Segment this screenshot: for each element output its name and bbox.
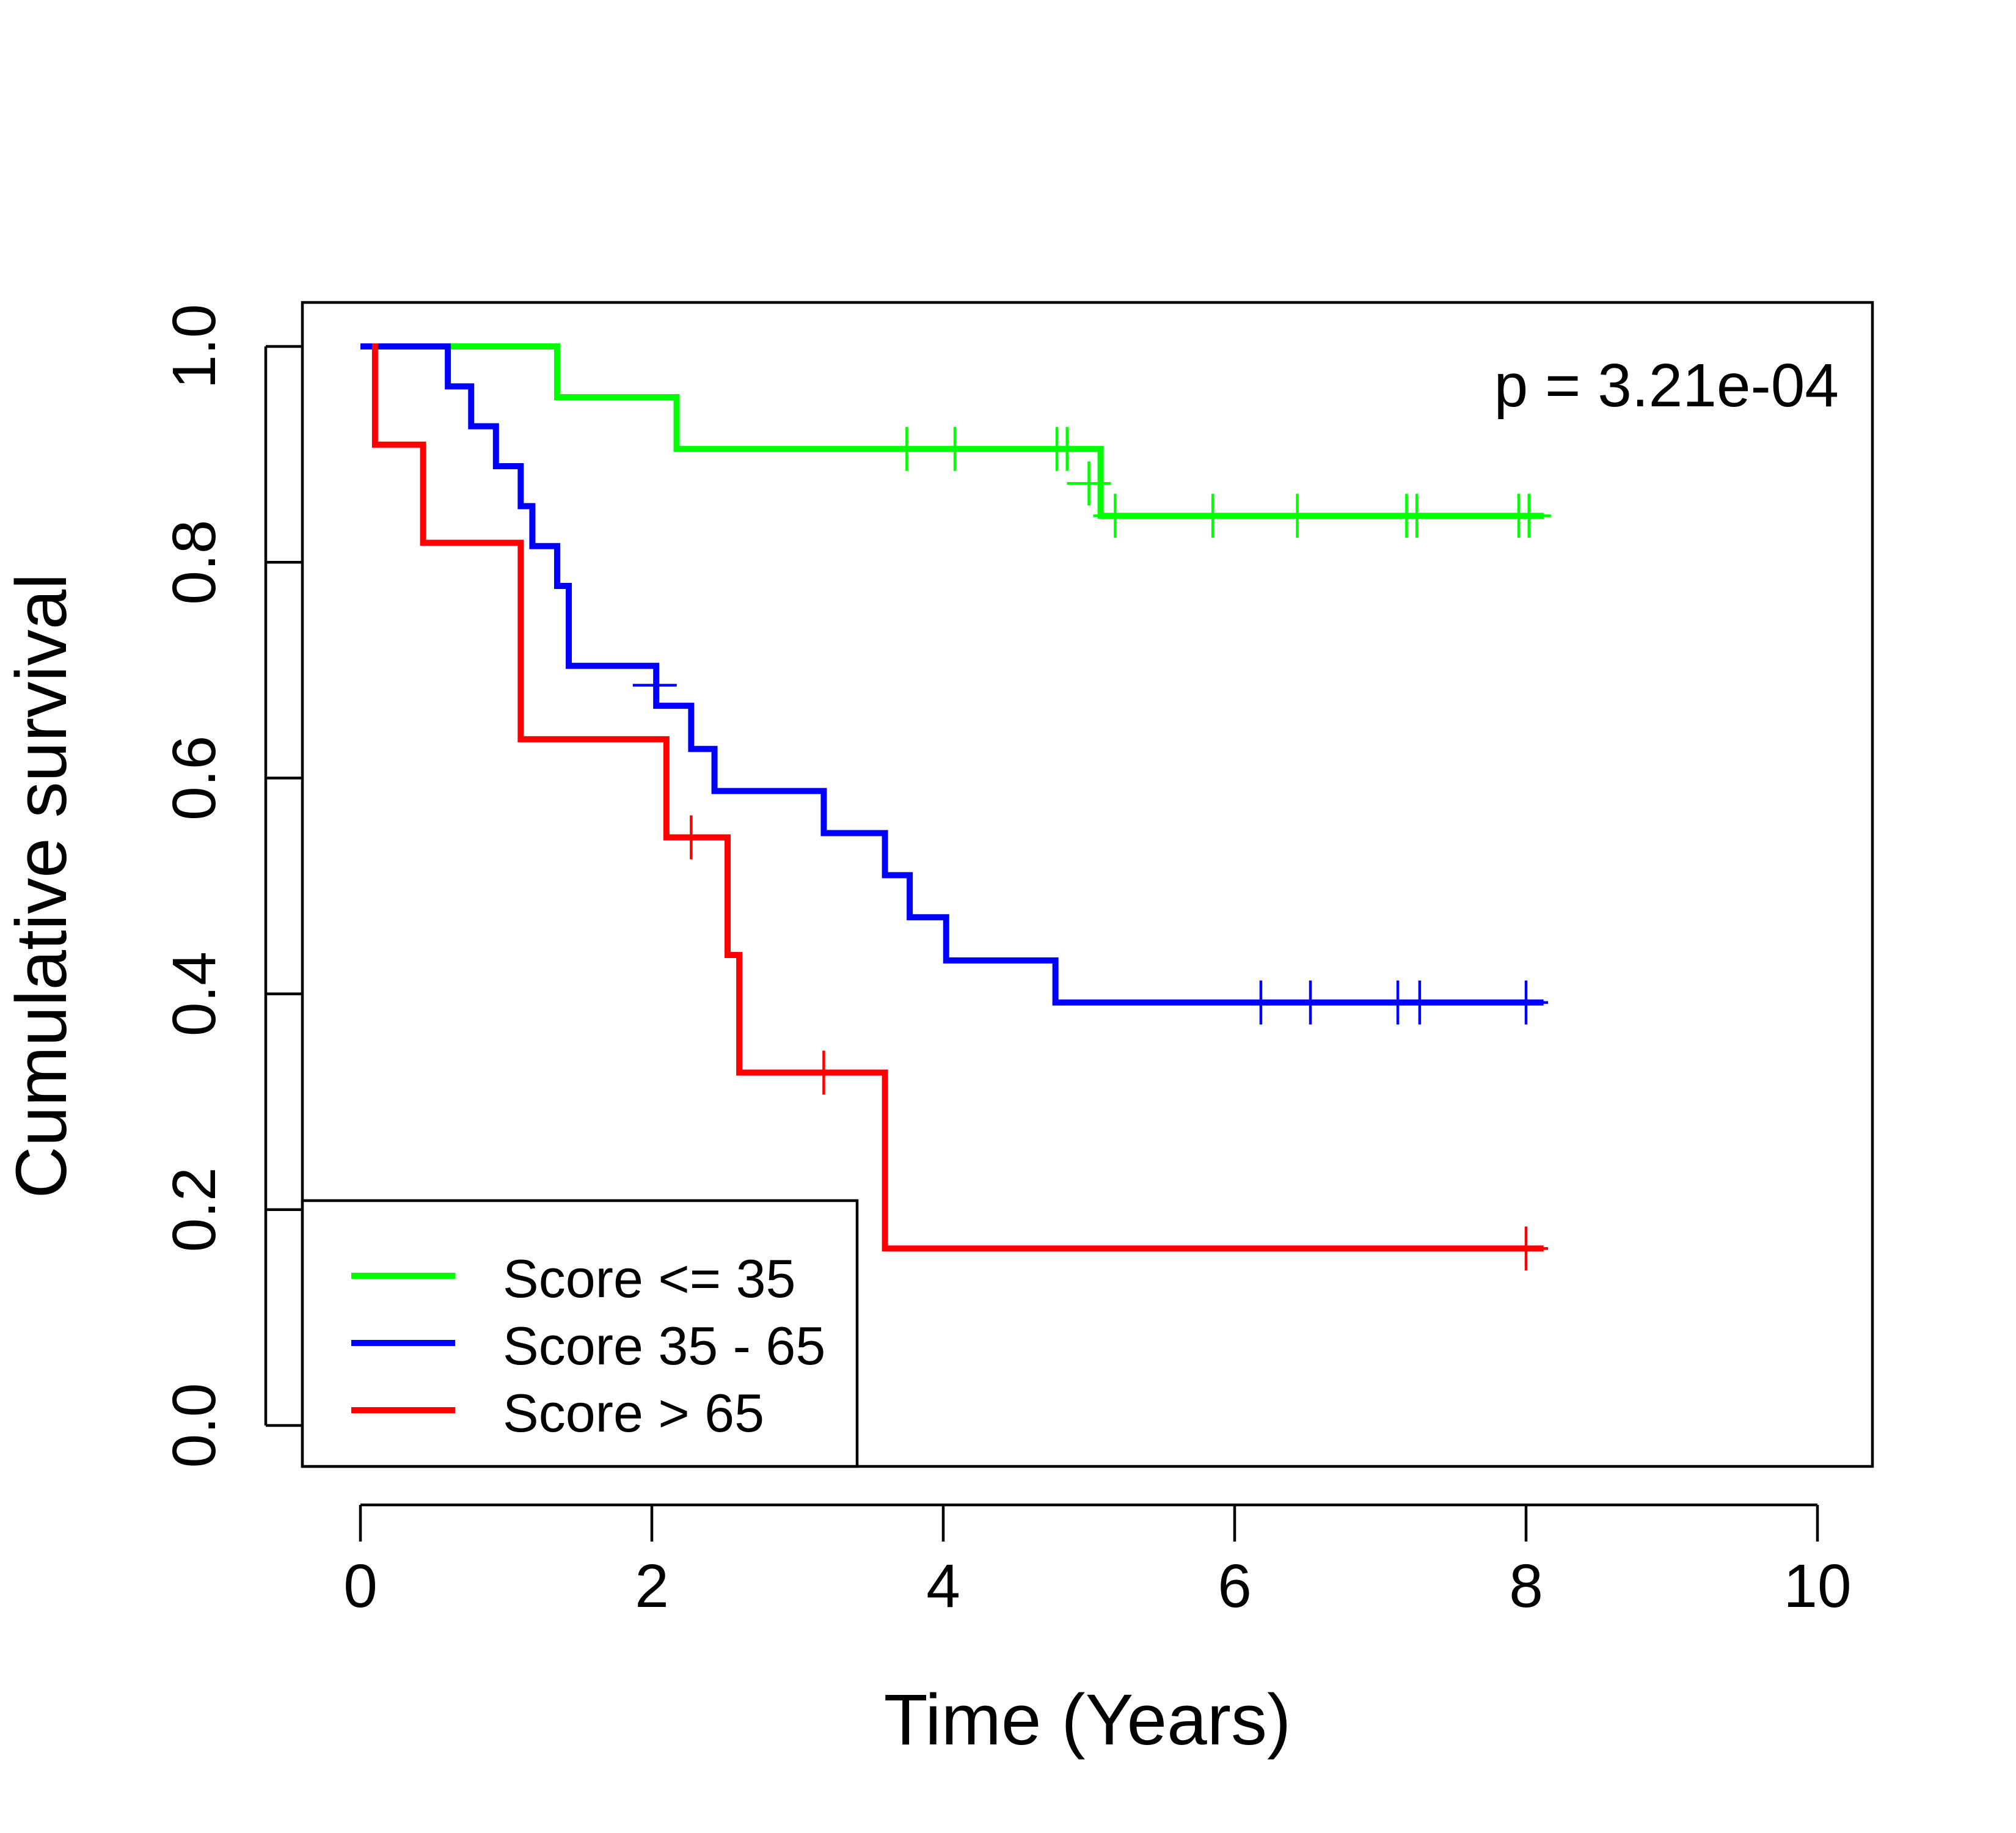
censor-mark xyxy=(1093,494,1138,538)
censor-mark xyxy=(885,426,929,471)
censor-mark xyxy=(632,663,677,708)
y-tick-label: 0.8 xyxy=(160,520,228,605)
censor-mark xyxy=(1238,980,1283,1025)
censor-mark xyxy=(1397,980,1442,1025)
legend-box xyxy=(301,1199,859,1468)
series-3 xyxy=(371,343,1548,1271)
series-layer xyxy=(360,343,1551,1271)
censor-mark xyxy=(802,1050,846,1095)
x-tick-label: 4 xyxy=(926,1552,960,1620)
x-axis-label: Time (Years) xyxy=(884,1680,1291,1760)
censor-mark xyxy=(1275,494,1320,538)
censor-mark xyxy=(1045,426,1089,471)
x-tick-label: 6 xyxy=(1218,1552,1252,1620)
survival-curve xyxy=(360,343,1544,519)
x-tick-label: 0 xyxy=(343,1552,378,1620)
censor-mark xyxy=(1504,980,1548,1025)
legend-label: Score > 65 xyxy=(503,1383,764,1443)
y-tick-label: 0.2 xyxy=(160,1167,228,1252)
x-axis: 0 2 4 6 8 10 xyxy=(343,1503,1852,1620)
censor-mark xyxy=(669,815,714,860)
y-tick-label: 0.0 xyxy=(160,1383,228,1468)
censor-mark xyxy=(1288,980,1333,1025)
censor-mark xyxy=(1067,461,1111,506)
censor-mark xyxy=(1507,494,1551,538)
censor-mark xyxy=(1504,1226,1548,1271)
x-tick-label: 8 xyxy=(1509,1552,1543,1620)
x-tick-label: 2 xyxy=(635,1552,669,1620)
y-tick-label: 0.4 xyxy=(160,951,228,1036)
p-value-annotation: p = 3.21e-04 xyxy=(1494,351,1839,420)
censor-mark xyxy=(933,426,977,471)
plot-frame xyxy=(301,301,1874,1468)
censor-mark xyxy=(1395,494,1439,538)
y-tick-label: 0.6 xyxy=(160,736,228,821)
series-2 xyxy=(360,343,1548,1025)
x-tick-label: 10 xyxy=(1783,1552,1851,1620)
y-axis-label: Cumulative survival xyxy=(1,574,82,1199)
y-tick-label: 1.0 xyxy=(160,304,228,389)
censor-mark xyxy=(1191,494,1235,538)
legend-label: Score <= 35 xyxy=(503,1248,795,1309)
series-1 xyxy=(360,343,1551,538)
y-axis: 0.0 0.2 0.4 0.6 0.8 1.0 xyxy=(160,304,302,1468)
legend-label: Score 35 - 65 xyxy=(503,1315,825,1376)
